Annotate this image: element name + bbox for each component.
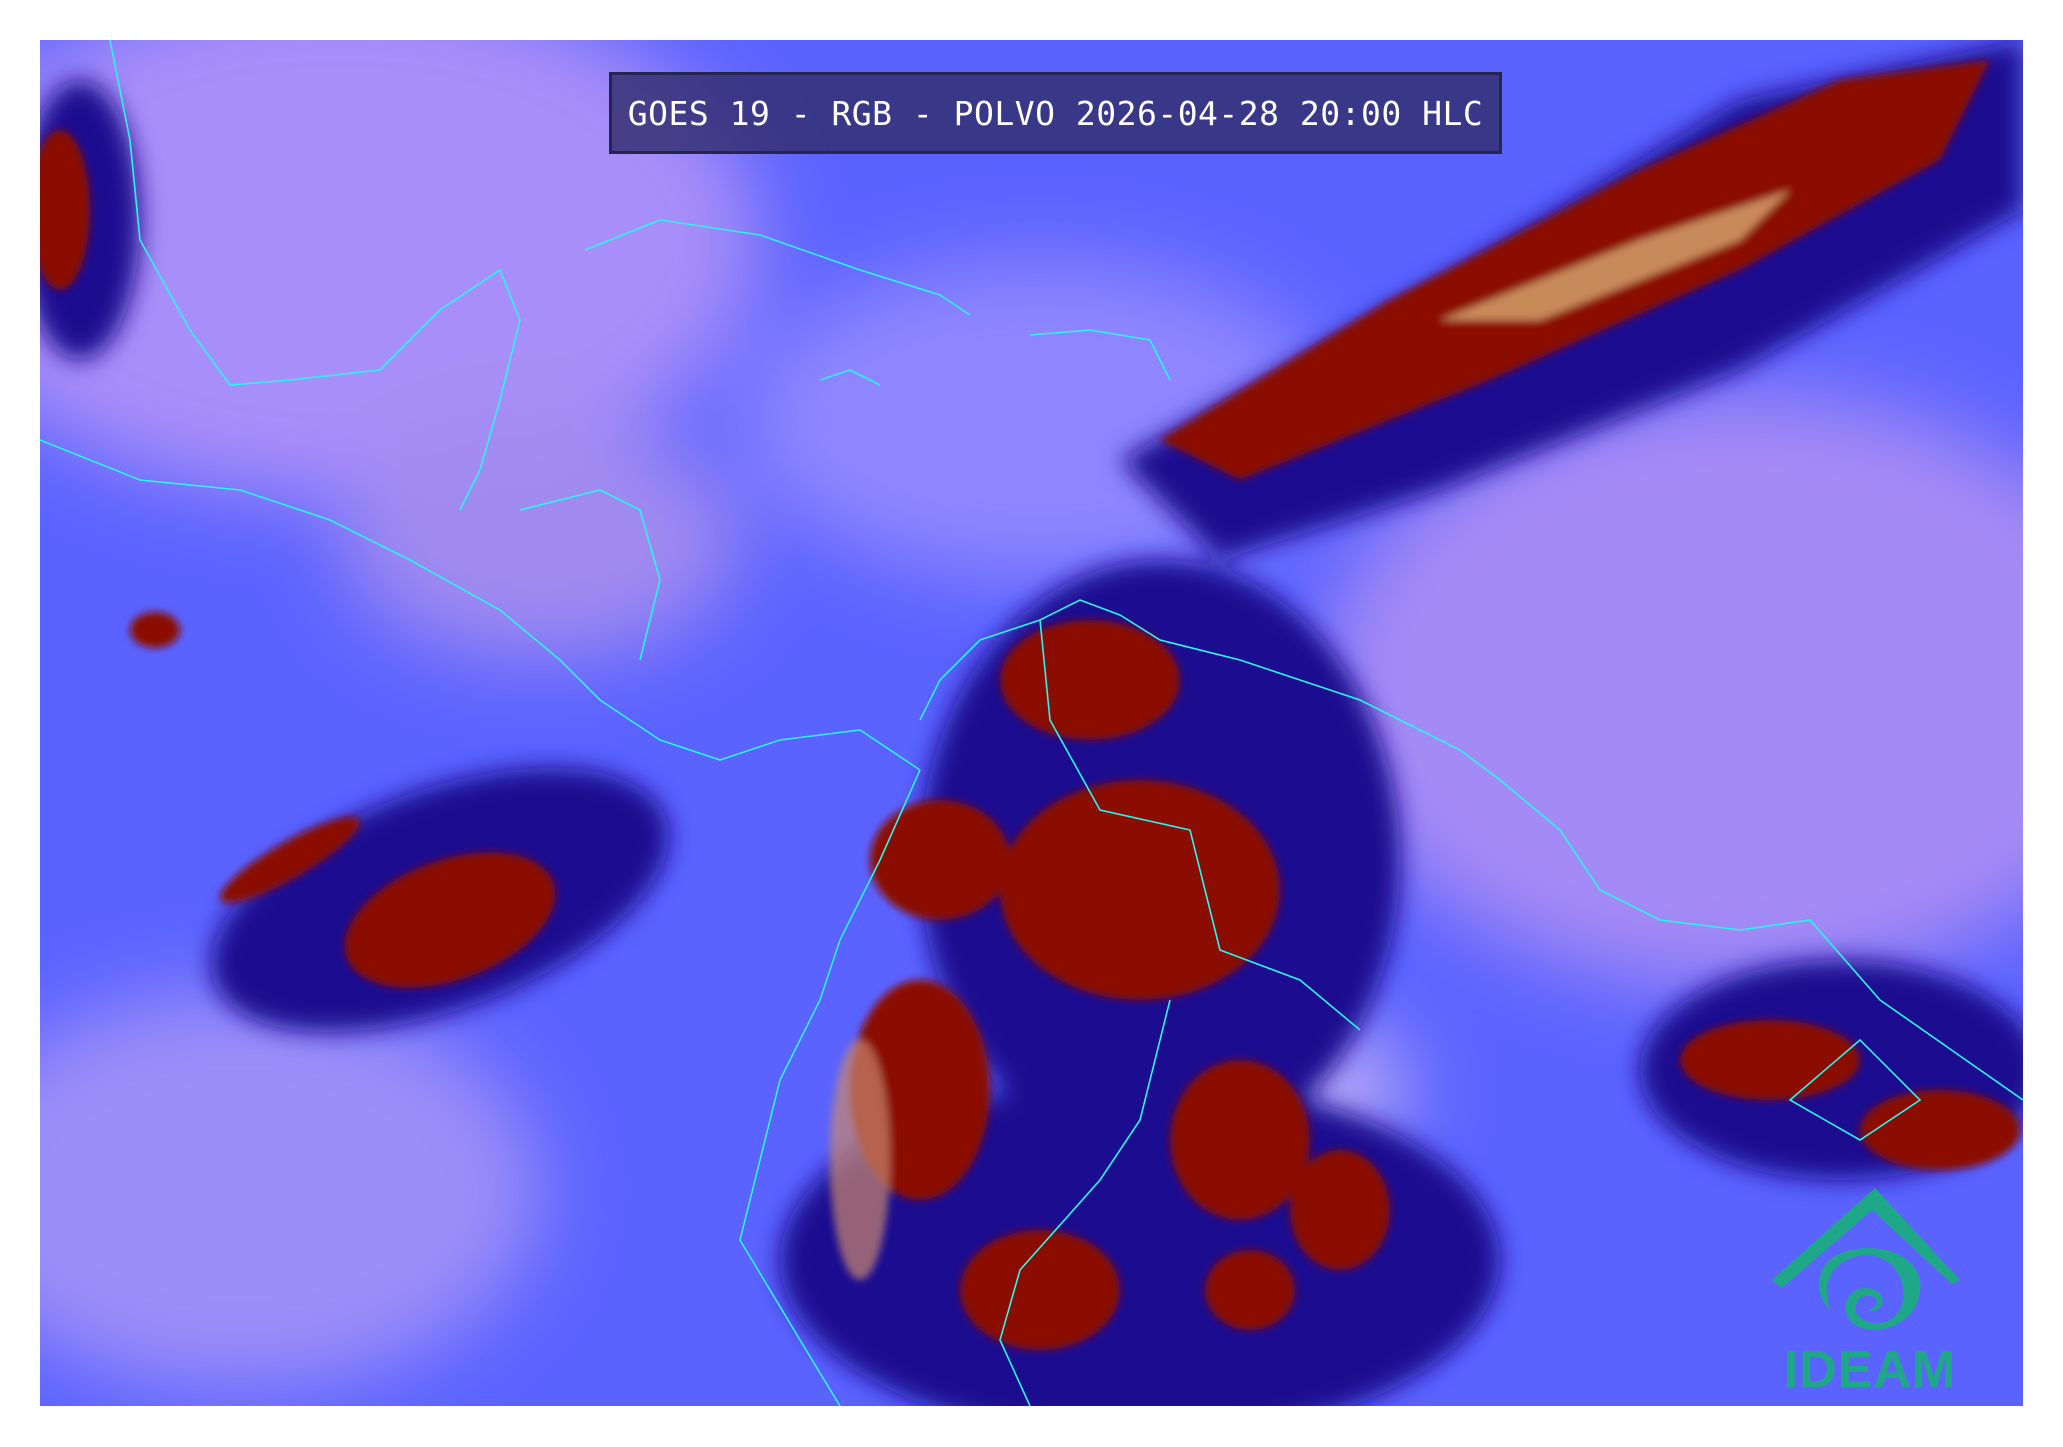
satellite-image: [40, 40, 2023, 1406]
image-title: GOES 19 - RGB - POLVO 2026-04-28 20:00 H…: [609, 72, 1502, 154]
ideam-logo-text: IDEAM: [1783, 1341, 1957, 1399]
ideam-logo-mark: [1772, 1188, 1960, 1330]
clear-sky-haze: [40, 40, 2023, 1390]
satellite-imagery: [40, 40, 2023, 1406]
coastlines: [40, 40, 2023, 1406]
deep-convective-clouds: [40, 60, 2020, 1350]
